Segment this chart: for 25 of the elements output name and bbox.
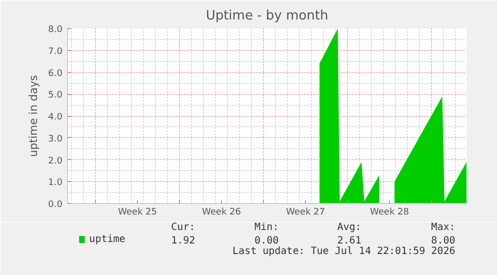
y-tick-label: 0.0 bbox=[48, 200, 63, 210]
chart-title: Uptime - by month bbox=[206, 8, 328, 24]
text: 1.92 bbox=[171, 236, 196, 246]
text: 2.61 bbox=[337, 236, 362, 246]
x-tick-label: Week 28 bbox=[370, 208, 410, 218]
text: Last update: Tue Jul 14 22:01:59 2026 bbox=[232, 246, 456, 257]
legend-label: uptime bbox=[89, 234, 126, 245]
y-tick-label: 3.0 bbox=[48, 134, 63, 144]
y-axis-title: uptime in days bbox=[27, 74, 40, 157]
y-tick-label: 7.0 bbox=[48, 46, 63, 57]
text: Cur: bbox=[171, 222, 196, 233]
text: Min: bbox=[254, 222, 279, 233]
y-tick-label: 1.0 bbox=[48, 178, 63, 188]
y-tick-label: 2.0 bbox=[48, 156, 63, 166]
y-tick-label: 4.0 bbox=[48, 112, 63, 122]
text: Max: bbox=[431, 222, 456, 233]
y-tick-label: 8.0 bbox=[48, 25, 63, 35]
x-tick-label: Week 25 bbox=[118, 208, 157, 218]
y-tick-label: 6.0 bbox=[48, 68, 63, 79]
text: 8.00 bbox=[431, 236, 456, 246]
text: Avg: bbox=[337, 222, 362, 233]
x-tick-label: Week 26 bbox=[202, 208, 242, 218]
x-tick-label: Week 27 bbox=[286, 208, 325, 218]
text: 0.00 bbox=[254, 236, 279, 246]
y-tick-label: 5.0 bbox=[48, 90, 63, 101]
